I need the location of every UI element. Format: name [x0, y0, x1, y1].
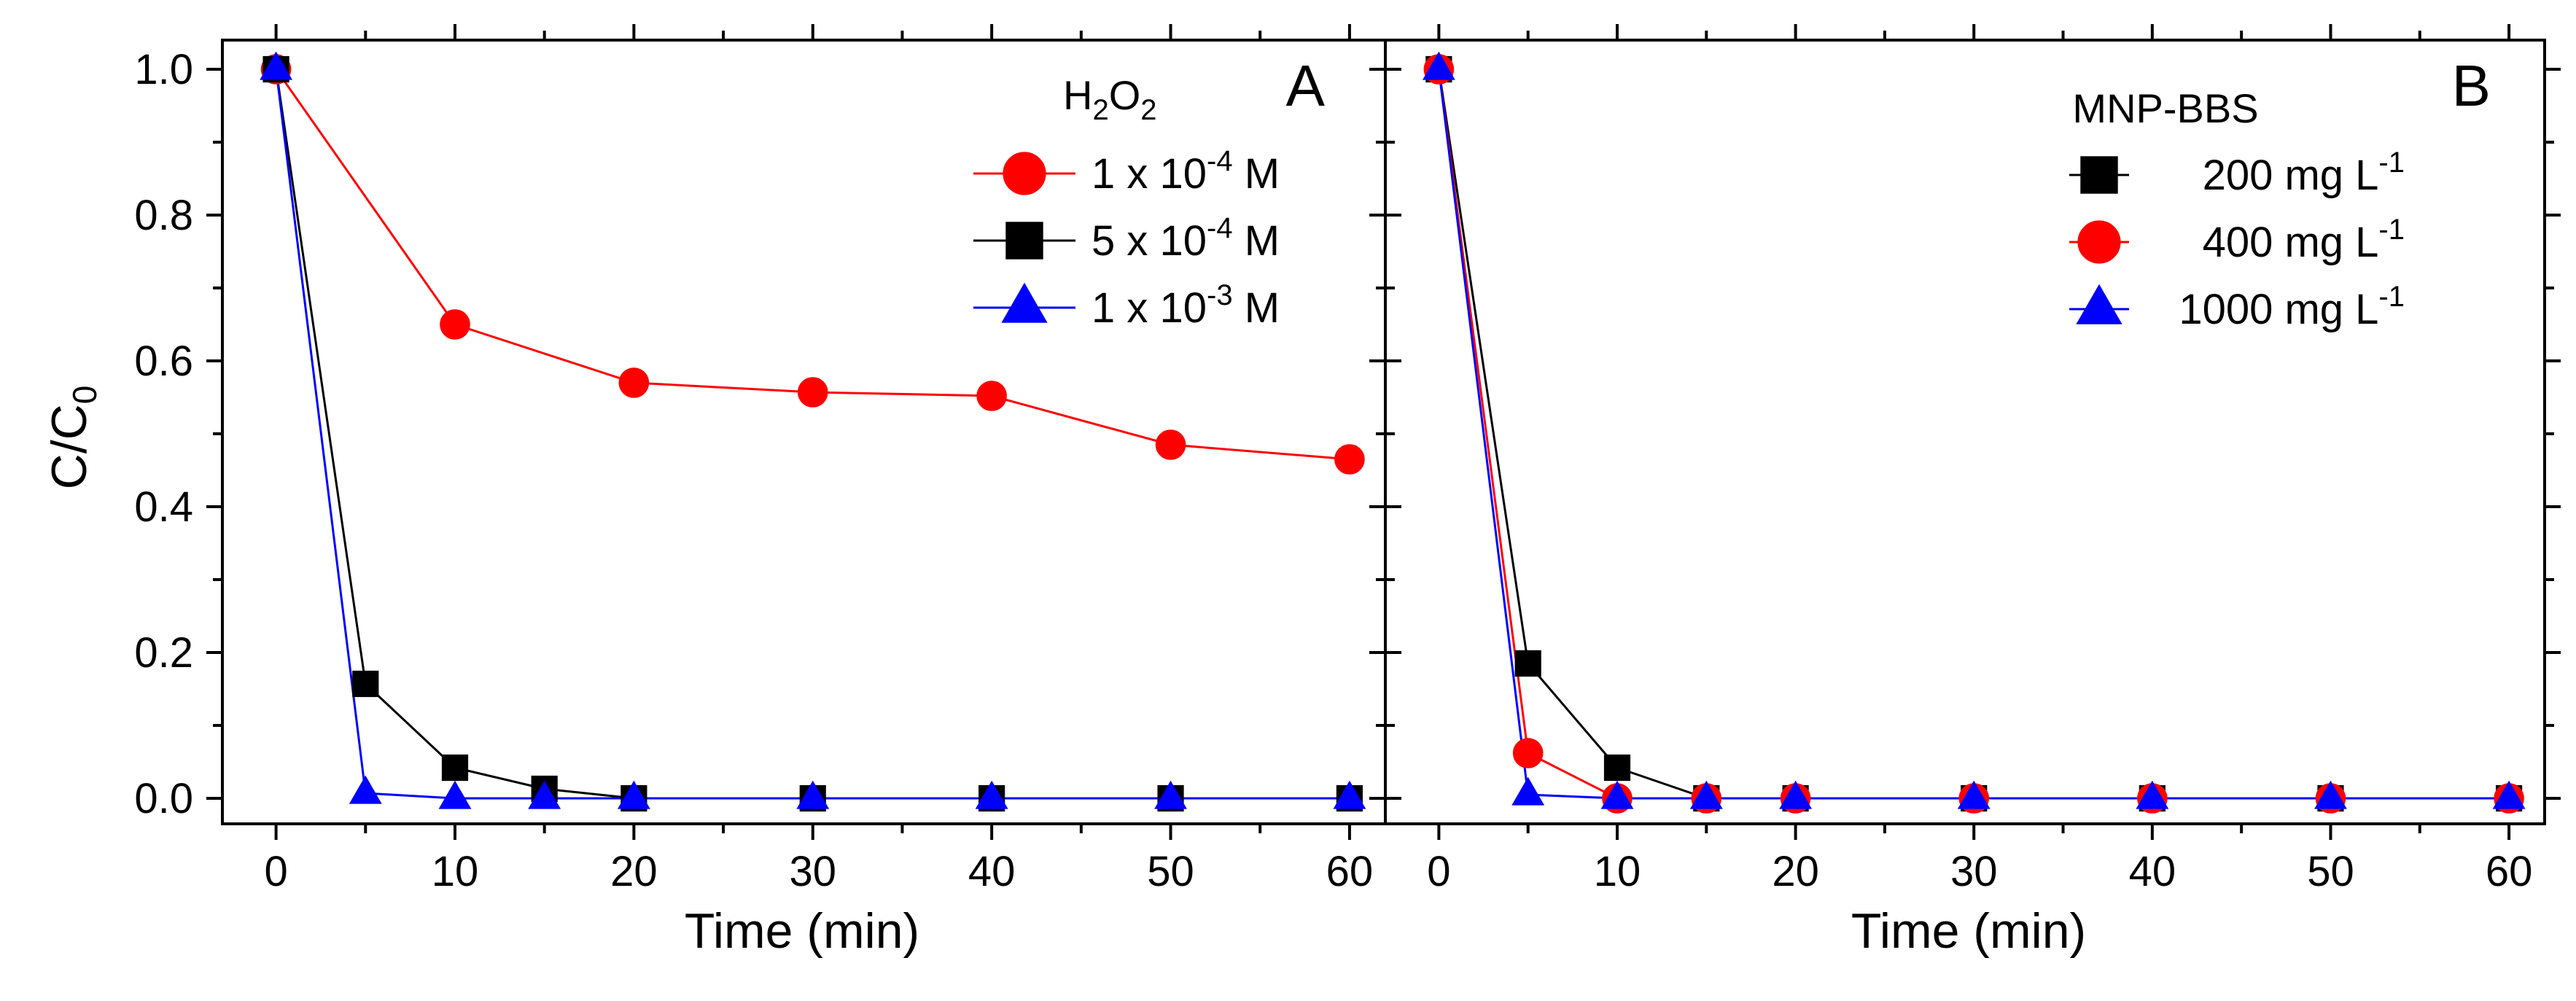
data-point — [1334, 444, 1365, 475]
data-point — [2314, 780, 2347, 809]
data-point — [349, 775, 382, 804]
data-point — [1779, 780, 1813, 809]
data-point — [1603, 754, 1631, 782]
legend-label: 5 x 10-4 M — [1092, 212, 1280, 265]
legend-marker — [2076, 284, 2122, 324]
data-point — [796, 780, 830, 809]
x-tick-label: 10 — [1594, 848, 1641, 895]
data-point — [352, 670, 379, 698]
legend-marker — [1001, 282, 1048, 323]
data-point — [528, 780, 561, 809]
x-axis-title-a: Time (min) — [685, 903, 919, 959]
x-axis-title-b: Time (min) — [1851, 903, 2086, 959]
panel-a: 0 10 20 30 40 50 60 0.0 0.2 0.4 0.6 0.8 1.0 — [134, 24, 1401, 895]
legend-marker — [1003, 152, 1046, 195]
data-point — [617, 780, 650, 809]
legend-a-title: H2O2 — [1063, 72, 1157, 126]
legend-marker — [1005, 222, 1043, 260]
legend-marker — [2080, 156, 2118, 194]
y-axis-title: C/C0 — [42, 386, 104, 490]
y-axis-title-sub: 0 — [66, 386, 104, 405]
data-point — [260, 51, 293, 80]
data-point — [618, 367, 650, 398]
x-tick-label: 40 — [2129, 848, 2176, 895]
plot-frame — [1384, 39, 2546, 825]
data-point — [1957, 780, 1991, 809]
data-point — [797, 377, 828, 408]
data-point — [975, 780, 1008, 809]
legend-label: 1000 mg L-1 — [2179, 281, 2405, 333]
data-point — [1512, 738, 1544, 768]
x-tick-label: 50 — [1147, 848, 1194, 895]
legend-b: MNP-BBS 200 mg L-1 400 mg L-1 1000 mg L-1 — [2069, 85, 2405, 333]
panel-label-b: B — [2452, 53, 2491, 118]
data-point — [976, 381, 1007, 411]
y-tick-label: 0.6 — [134, 338, 193, 385]
legend-b-title: MNP-BBS — [2072, 85, 2258, 131]
data-point — [1689, 780, 1723, 809]
x-tick-label: 0 — [1427, 848, 1450, 895]
y-tick-label: 0.4 — [134, 483, 193, 531]
data-point — [1511, 776, 1545, 806]
legend-marker — [2077, 220, 2121, 264]
data-point — [2492, 780, 2526, 809]
y-tick-label: 0.2 — [134, 629, 193, 677]
x-tick-label: 50 — [2307, 848, 2354, 895]
data-point — [1333, 780, 1366, 809]
y-tick-label: 0.8 — [134, 192, 193, 239]
data-point — [1514, 650, 1541, 677]
x-tick-label: 20 — [610, 848, 658, 895]
data-point — [438, 780, 472, 809]
x-tick-label: 30 — [1950, 848, 1998, 895]
panel-b: 0 10 20 30 40 50 60 — [1369, 24, 2561, 895]
legend-a: H2O2 1 x 10-4 M 5 x 10-4 M 1 x 10-3 M — [973, 72, 1280, 332]
y-tick-label: 1.0 — [134, 46, 193, 93]
legend-label: 200 mg L-1 — [2203, 147, 2405, 199]
x-tick-label: 20 — [1772, 848, 1819, 895]
data-point — [1155, 429, 1186, 460]
data-point — [440, 309, 470, 340]
legend-label: 1 x 10-4 M — [1092, 145, 1280, 198]
data-point — [1600, 780, 1634, 809]
data-point — [1422, 51, 1455, 80]
y-tick-label: 0.0 — [134, 775, 193, 822]
legend-label: 400 mg L-1 — [2203, 214, 2405, 266]
legend-label: 1 x 10-3 M — [1092, 279, 1280, 332]
x-tick-label: 0 — [264, 848, 287, 895]
y-axis-title-main: C/C — [42, 404, 97, 489]
x-tick-label: 40 — [968, 848, 1016, 895]
data-point — [1154, 780, 1187, 809]
x-tick-label: 30 — [790, 848, 837, 895]
x-tick-label: 60 — [1326, 848, 1374, 895]
panel-label-a: A — [1286, 53, 1326, 118]
x-tick-label: 60 — [2486, 848, 2533, 895]
data-point — [2136, 780, 2169, 809]
data-point — [441, 754, 469, 782]
x-tick-label: 10 — [432, 848, 479, 895]
